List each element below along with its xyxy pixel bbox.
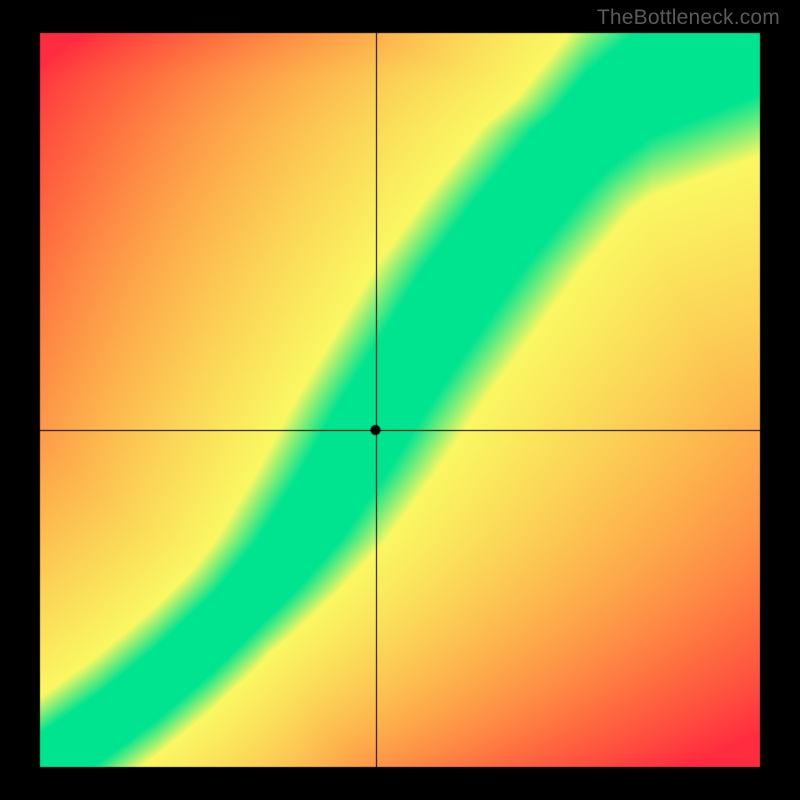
chart-container: TheBottleneck.com [0, 0, 800, 800]
heatmap-canvas [0, 0, 800, 800]
watermark-text: TheBottleneck.com [597, 6, 780, 30]
